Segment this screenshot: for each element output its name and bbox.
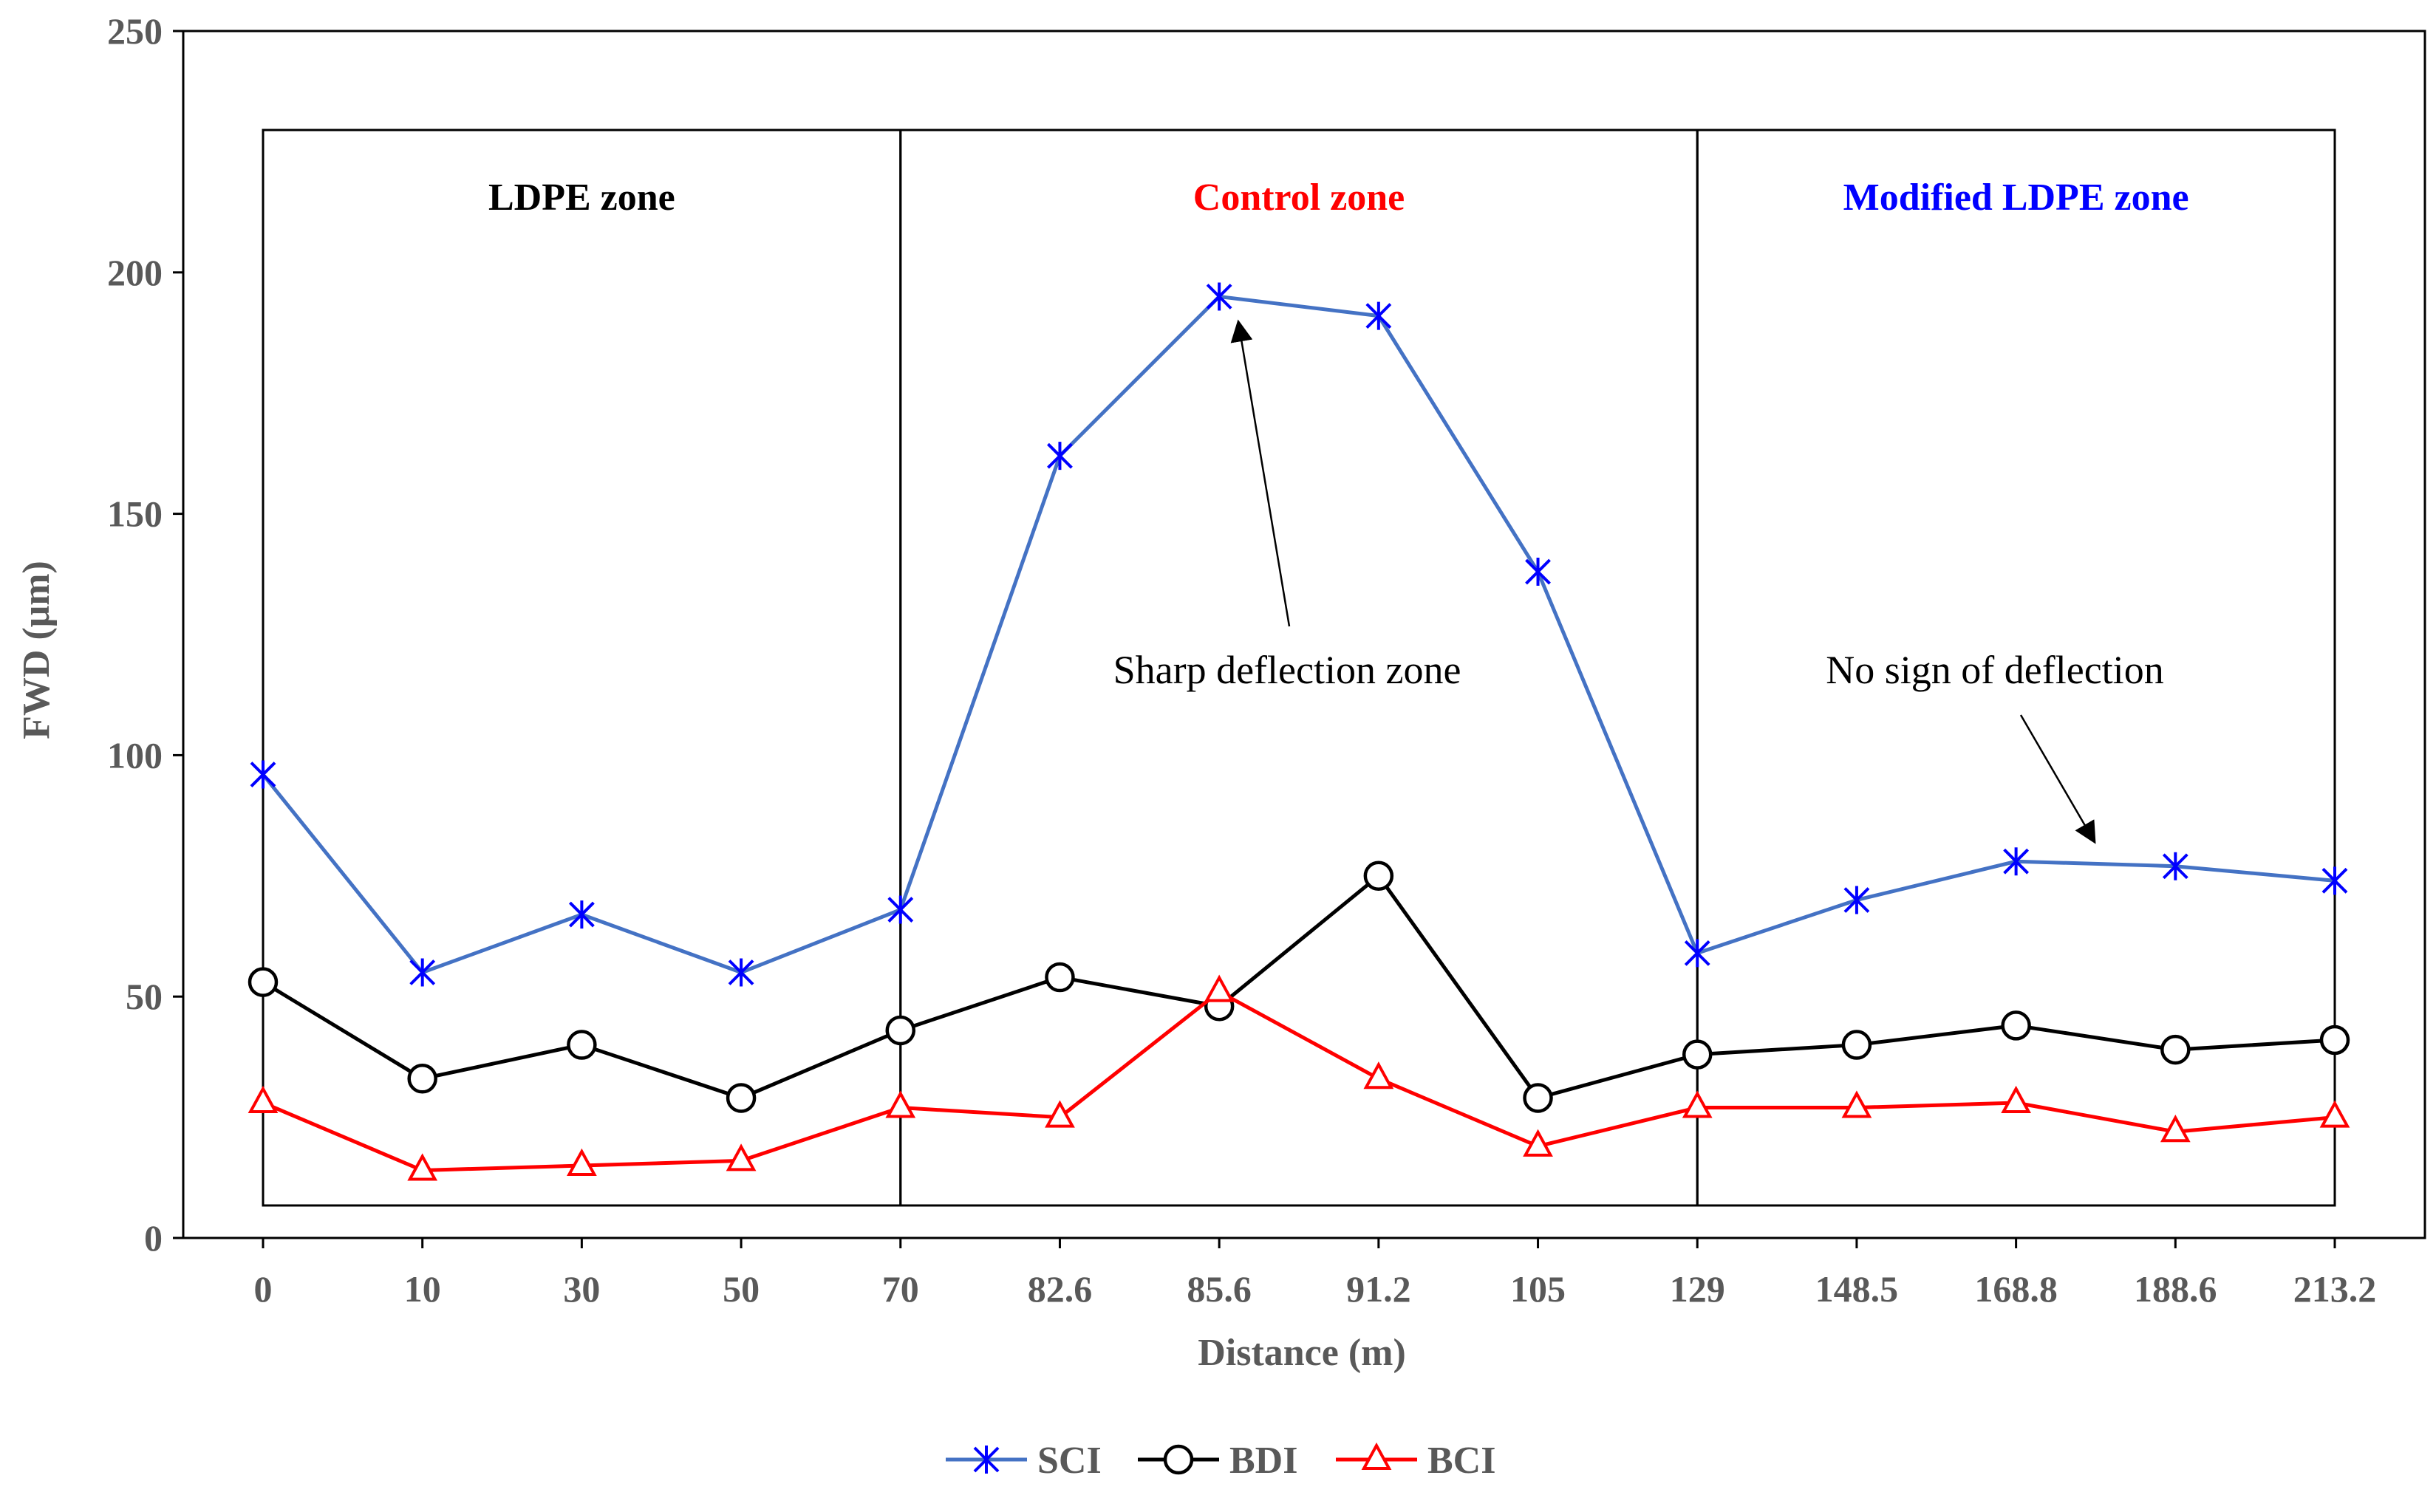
series-layer [248, 282, 2350, 1181]
data-point [1523, 1129, 1553, 1157]
x-tick-label: 105 [1510, 1268, 1566, 1310]
data-point [248, 967, 279, 997]
data-point [1363, 1061, 1394, 1089]
data-point [1841, 1090, 1872, 1118]
legend-item-sci: SCI [946, 1440, 1102, 1482]
data-point [2001, 1085, 2031, 1113]
annotation-sharp-deflection: Sharp deflection zone [1113, 648, 1461, 692]
legend-item-bci: BCI [1336, 1440, 1495, 1482]
x-tick-label: 0 [254, 1268, 273, 1310]
x-tick-label: 148.5 [1815, 1268, 1899, 1310]
data-point [1365, 301, 1392, 330]
y-tick-label: 50 [126, 976, 163, 1017]
legend: SCI BDI BCI [946, 1440, 1495, 1482]
data-point [2160, 1034, 2191, 1065]
data-point [407, 1064, 437, 1094]
data-point [248, 1085, 279, 1113]
data-point [1047, 442, 1073, 471]
data-point [567, 1030, 597, 1060]
data-point [2319, 1100, 2350, 1128]
y-tick-label: 200 [107, 252, 163, 293]
legend-marker [1361, 1442, 1392, 1470]
y-tick-label: 250 [107, 10, 163, 52]
y-axis-title: FWD (μm) [16, 561, 58, 739]
x-tick-label: 213.2 [2293, 1268, 2377, 1310]
y-tick-label: 150 [107, 493, 163, 535]
annotation-no-deflection: No sign of deflection [1826, 648, 2163, 692]
data-point [885, 1090, 916, 1118]
zone-label: Modified LDPE zone [1843, 177, 2189, 219]
x-tick-label: 91.2 [1346, 1268, 1411, 1310]
x-tick-label: 82.6 [1028, 1268, 1093, 1310]
x-axis-title: Distance (m) [1198, 1332, 1406, 1374]
data-point [1841, 1030, 1872, 1060]
annotations: Sharp deflection zone No sign of deflecti… [1113, 319, 2164, 844]
data-point [2162, 852, 2188, 880]
plot-frame [182, 30, 2426, 1239]
legend-item-bdi: BDI [1138, 1440, 1297, 1482]
data-point [567, 1148, 597, 1176]
data-point [2003, 847, 2030, 876]
data-point [1682, 1090, 1713, 1118]
x-tick-label: 85.6 [1187, 1268, 1252, 1310]
annotation-arrow [1230, 319, 1291, 627]
zone-label: Control zone [1193, 177, 1405, 219]
annotation-arrow [2019, 714, 2096, 844]
legend-label: BCI [1427, 1440, 1495, 1482]
zone-label: LDPE zone [488, 177, 675, 219]
data-point [1682, 1039, 1713, 1070]
zones: LDPE zone Control zone Modified LDPE zone [262, 129, 2336, 1207]
data-point [885, 1015, 916, 1046]
data-point [1363, 861, 1394, 892]
x-tick-label: 10 [404, 1268, 441, 1310]
x-tick-label: 30 [563, 1268, 600, 1310]
series-bci [248, 974, 2350, 1181]
data-point [407, 1153, 438, 1181]
series-bdi [248, 861, 2350, 1113]
data-point [2321, 866, 2348, 895]
x-tick-label: 70 [882, 1268, 919, 1310]
data-point [728, 958, 754, 987]
data-point [726, 1143, 757, 1171]
data-point [1204, 974, 1235, 1002]
data-point [887, 895, 914, 924]
x-tick-label: 188.6 [2134, 1268, 2217, 1310]
zone-box [1696, 129, 2336, 1207]
series-line [262, 874, 2336, 1100]
series-line [262, 294, 2336, 975]
legend-marker [1163, 1444, 1194, 1475]
data-point [1045, 962, 1075, 993]
data-point [568, 900, 595, 929]
x-tick-label: 50 [723, 1268, 760, 1310]
series-line [262, 990, 2336, 1172]
data-point [2319, 1024, 2350, 1056]
data-point [1206, 282, 1232, 311]
legend-label: BDI [1229, 1440, 1297, 1482]
data-point [1684, 939, 1710, 968]
data-point [1523, 1083, 1553, 1113]
data-point [1843, 886, 1870, 914]
legend-label: SCI [1037, 1440, 1102, 1482]
data-point [409, 958, 436, 987]
data-point [1045, 1100, 1075, 1128]
plot-area-border [182, 30, 2426, 1239]
data-point [2001, 1010, 2031, 1041]
data-point [2160, 1115, 2191, 1143]
x-tick-label: 129 [1670, 1268, 1725, 1310]
data-point [1525, 558, 1551, 586]
y-tick-label: 100 [107, 734, 163, 776]
legend-marker [973, 1446, 1000, 1474]
series-sci [250, 282, 2348, 987]
y-tick-label: 0 [144, 1217, 163, 1259]
data-point [726, 1083, 757, 1113]
x-tick-label: 168.8 [1974, 1268, 2058, 1310]
data-point [250, 760, 276, 789]
y-axis-ticks: 0 50 100 150 200 250 [107, 10, 183, 1259]
x-axis-ticks: 0 10 30 50 70 82.6 85.6 91.2 105 129 148.5 168.8 188… [254, 1238, 2377, 1310]
